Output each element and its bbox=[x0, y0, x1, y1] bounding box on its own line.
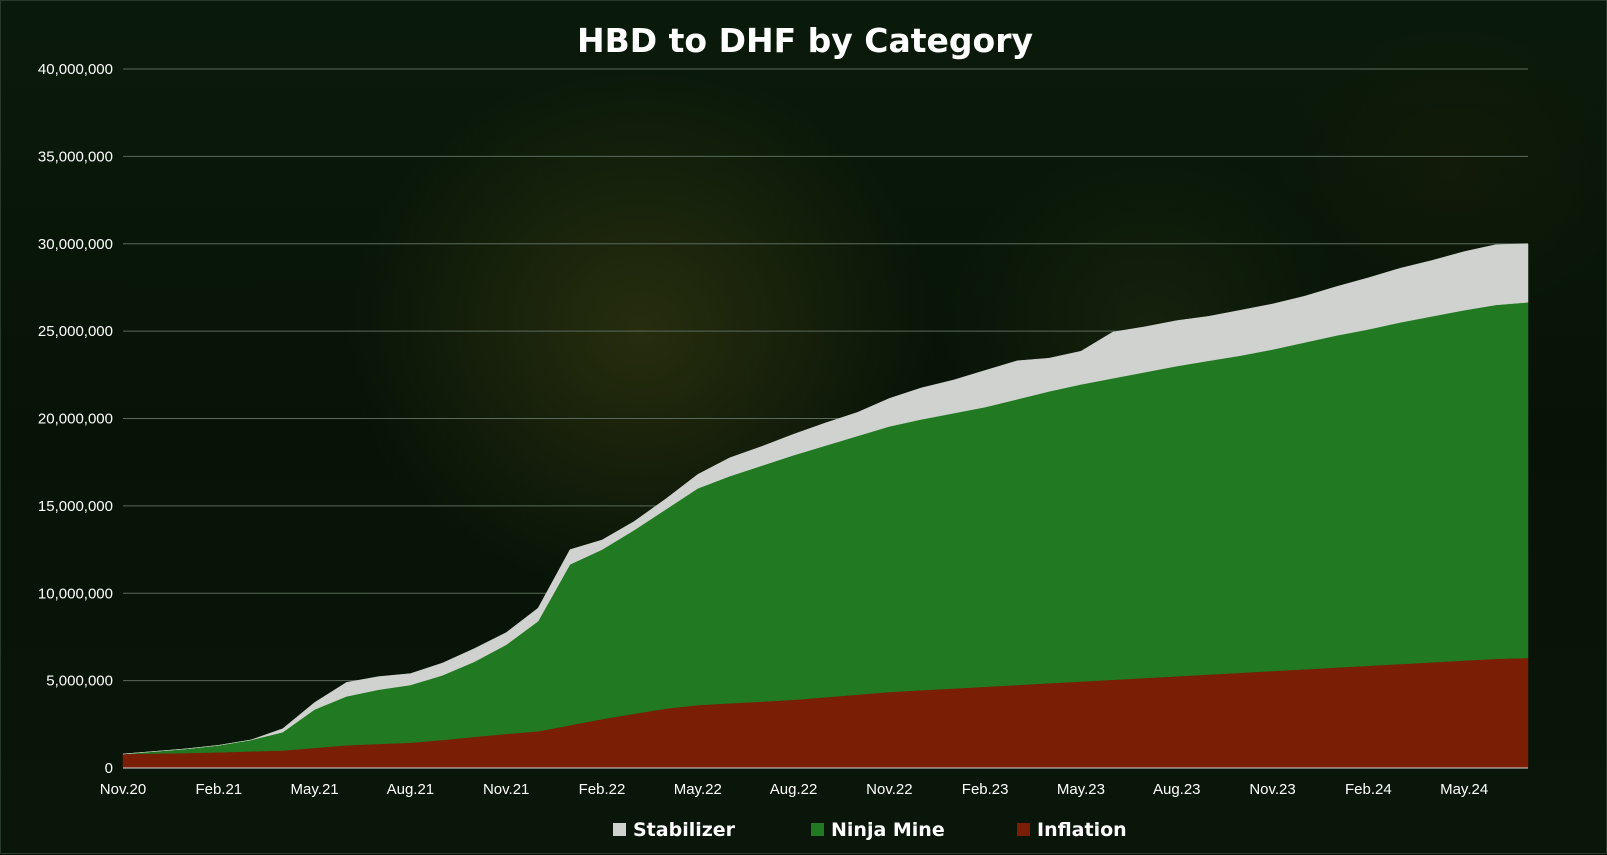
x-tick-label: Nov.21 bbox=[483, 781, 529, 798]
legend-item-stabilizer: Stabilizer bbox=[613, 819, 736, 841]
y-tick-label: 20,000,000 bbox=[38, 411, 113, 428]
x-axis-ticks: Nov.20 Feb.21 May.21 Aug.21 Nov.21 Feb.22 May.… bbox=[100, 781, 1488, 798]
x-tick-label: Feb.23 bbox=[962, 781, 1009, 798]
y-tick-label: 40,000,000 bbox=[38, 61, 113, 78]
legend-item-ninja-mine: Ninja Mine bbox=[811, 819, 945, 841]
x-tick-label: Aug.22 bbox=[770, 781, 818, 798]
y-axis-ticks: 0 5,000,000 10,000,000 15,000,000 20,000,000… bbox=[38, 61, 113, 777]
legend-swatch bbox=[811, 823, 824, 836]
y-tick-label: 0 bbox=[105, 760, 113, 777]
x-tick-label: May.24 bbox=[1440, 781, 1488, 798]
x-tick-label: Nov.22 bbox=[866, 781, 912, 798]
y-tick-label: 30,000,000 bbox=[38, 236, 113, 253]
y-tick-label: 15,000,000 bbox=[38, 498, 113, 515]
legend-swatch bbox=[613, 823, 626, 836]
y-tick-label: 35,000,000 bbox=[38, 148, 113, 165]
legend: Stabilizer Ninja Mine Inflation bbox=[613, 819, 1127, 841]
x-tick-label: Nov.20 bbox=[100, 781, 146, 798]
x-tick-label: May.21 bbox=[291, 781, 339, 798]
x-tick-label: Feb.22 bbox=[579, 781, 626, 798]
x-tick-label: Nov.23 bbox=[1249, 781, 1295, 798]
y-tick-label: 25,000,000 bbox=[38, 323, 113, 340]
x-tick-label: May.22 bbox=[674, 781, 722, 798]
legend-item-inflation: Inflation bbox=[1017, 819, 1127, 841]
x-tick-label: Aug.21 bbox=[387, 781, 435, 798]
y-tick-label: 5,000,000 bbox=[46, 673, 113, 690]
x-tick-label: Feb.21 bbox=[195, 781, 242, 798]
x-tick-label: May.23 bbox=[1057, 781, 1105, 798]
y-tick-label: 10,000,000 bbox=[38, 585, 113, 602]
legend-label: Inflation bbox=[1037, 819, 1127, 841]
legend-label: Stabilizer bbox=[633, 819, 736, 841]
series-area-stabilizer bbox=[122, 243, 1529, 755]
legend-label: Ninja Mine bbox=[831, 819, 945, 841]
plot-areas bbox=[122, 243, 1529, 769]
chart-title: HBD to DHF by Category bbox=[577, 21, 1033, 60]
legend-swatch bbox=[1017, 823, 1030, 836]
x-tick-label: Feb.24 bbox=[1345, 781, 1392, 798]
x-tick-label: Aug.23 bbox=[1153, 781, 1201, 798]
